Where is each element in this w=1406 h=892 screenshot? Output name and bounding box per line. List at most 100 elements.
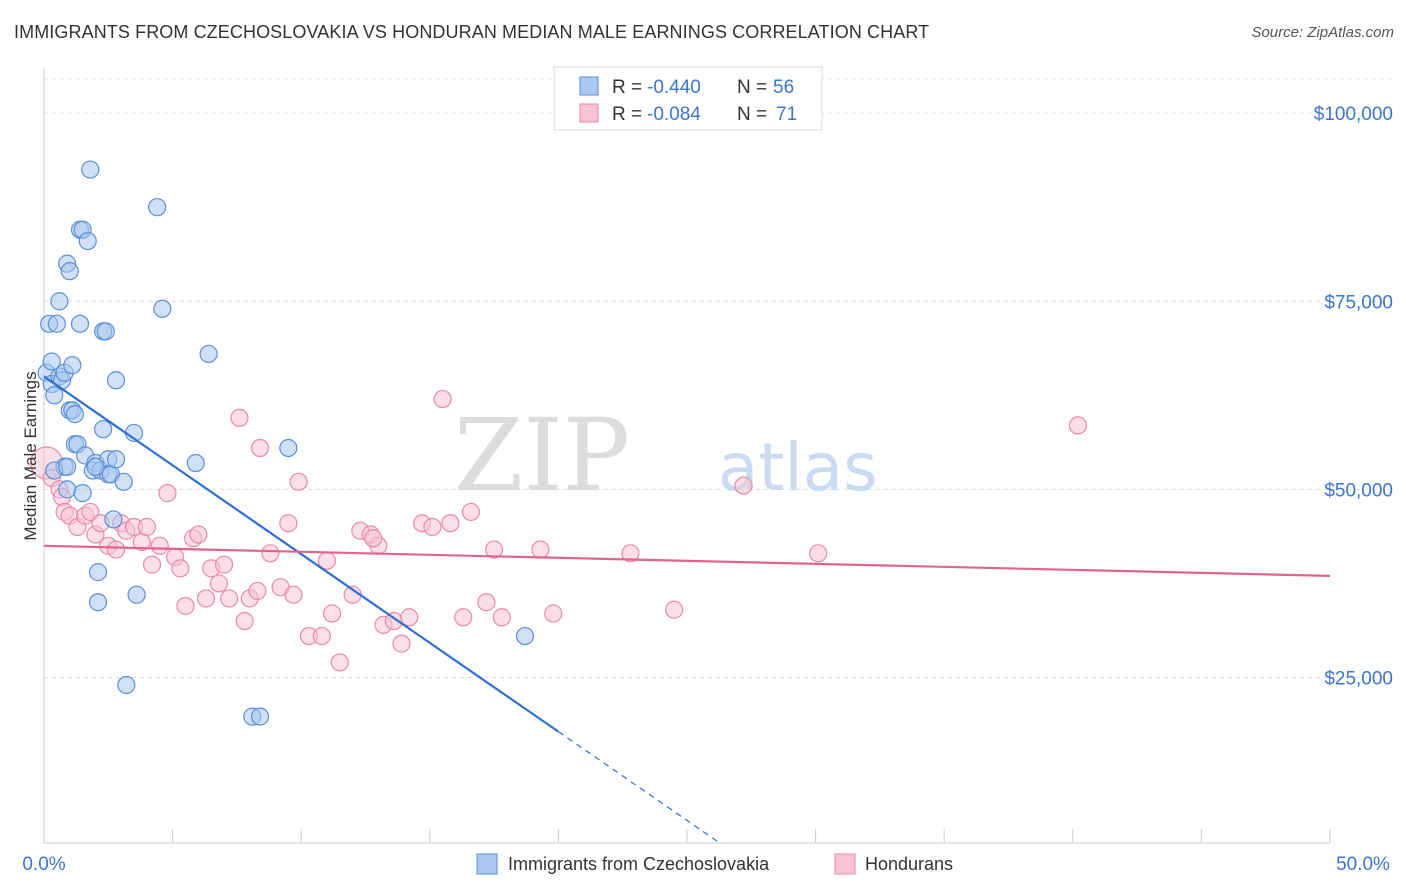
czechoslovakia-point bbox=[65, 405, 84, 424]
hondurans-point bbox=[809, 544, 828, 563]
hondurans-point bbox=[230, 408, 249, 427]
legend-r-label-pink: R = bbox=[612, 104, 642, 125]
czechoslovakia-trend-line bbox=[43, 375, 560, 733]
hondurans-point bbox=[250, 438, 270, 458]
hondurans-points bbox=[29, 389, 1088, 672]
hondurans-point bbox=[235, 611, 254, 631]
czechoslovakia-point bbox=[153, 299, 172, 318]
czechoslovakia-point bbox=[186, 453, 205, 473]
hondurans-point bbox=[312, 626, 331, 646]
legend-n-value-pink: 71 bbox=[776, 104, 797, 125]
hondurans-point bbox=[330, 653, 349, 672]
legend-r-value-pink: -0.084 bbox=[647, 104, 701, 125]
czechoslovakia-point bbox=[250, 707, 270, 726]
hondurans-point bbox=[423, 517, 442, 537]
hondurans-point bbox=[220, 589, 239, 608]
hondurans-point bbox=[196, 589, 216, 608]
hondurans-point bbox=[189, 525, 208, 544]
hondurans-point bbox=[621, 544, 640, 563]
hondurans-trend-line bbox=[43, 544, 1331, 577]
hondurans-point bbox=[544, 604, 563, 623]
watermark: ZIP atlas bbox=[454, 397, 878, 514]
czechoslovakia-point bbox=[96, 322, 115, 341]
hondurans-point bbox=[81, 502, 100, 522]
series-legend: Immigrants from Czechoslovakia Hondurans bbox=[476, 853, 953, 875]
czechoslovakia-trend-extension bbox=[558, 731, 721, 844]
czechoslovakia-point bbox=[106, 450, 126, 469]
y-tick-label: $50,000 bbox=[1324, 480, 1393, 501]
czechoslovakia-point bbox=[104, 510, 123, 529]
y-axis-label: Median Male Earnings bbox=[21, 371, 40, 540]
czechoslovakia-point bbox=[60, 262, 79, 281]
legend-swatch-pink bbox=[579, 103, 599, 123]
czechoslovakia-point bbox=[515, 626, 535, 646]
hondurans-point bbox=[284, 585, 303, 604]
czechoslovakia-point bbox=[88, 593, 108, 612]
bottom-legend-swatch-pink bbox=[834, 853, 856, 875]
correlation-legend: R = -0.440 N = 56 R = -0.084 N = 71 bbox=[553, 66, 823, 131]
czechoslovakia-point bbox=[45, 386, 64, 405]
hondurans-point bbox=[485, 540, 504, 559]
hondurans-point bbox=[364, 529, 383, 548]
hondurans-point bbox=[477, 593, 496, 612]
hondurans-point bbox=[261, 544, 280, 563]
hondurans-point bbox=[171, 559, 190, 578]
x-tick-label-min: 0.0% bbox=[22, 854, 65, 875]
legend-n-value-blue: 56 bbox=[773, 77, 794, 98]
czechoslovakia-point bbox=[73, 484, 92, 503]
y-tick-label: $25,000 bbox=[1324, 668, 1393, 689]
legend-r-label-blue: R = bbox=[612, 77, 642, 98]
czechoslovakia-point bbox=[117, 675, 136, 695]
czechoslovakia-point bbox=[279, 438, 298, 458]
hondurans-point bbox=[492, 608, 511, 627]
hondurans-point bbox=[392, 634, 411, 653]
bottom-legend-swatch-blue bbox=[476, 853, 498, 875]
chart-title: IMMIGRANTS FROM CZECHOSLOVAKIA VS HONDUR… bbox=[14, 22, 930, 42]
czechoslovakia-point bbox=[58, 457, 77, 476]
legend-r-value-blue: -0.440 bbox=[647, 77, 701, 98]
czechoslovakia-point bbox=[58, 480, 77, 499]
legend-n-label-blue: N = bbox=[737, 77, 767, 98]
y-tick-label: $100,000 bbox=[1314, 104, 1393, 125]
hondurans-point bbox=[734, 476, 753, 495]
czechoslovakia-points bbox=[37, 160, 535, 726]
czechoslovakia-point bbox=[81, 160, 100, 179]
hondurans-point bbox=[150, 536, 169, 555]
hondurans-point bbox=[322, 604, 342, 623]
bottom-legend-label-pink: Hondurans bbox=[865, 854, 953, 874]
czechoslovakia-point bbox=[86, 457, 105, 476]
czechoslovakia-point bbox=[148, 198, 167, 217]
chart-source: Source: ZipAtlas.com bbox=[1251, 24, 1394, 41]
hondurans-point bbox=[176, 596, 195, 616]
czechoslovakia-point bbox=[94, 420, 113, 439]
y-tick-label: $75,000 bbox=[1324, 292, 1393, 313]
x-tick-label-max: 50.0% bbox=[1336, 854, 1390, 875]
hondurans-point bbox=[279, 514, 298, 533]
watermark-zip: ZIP bbox=[454, 397, 630, 514]
hondurans-point bbox=[158, 484, 177, 503]
trend-lines bbox=[43, 375, 1331, 844]
legend-swatch-blue bbox=[579, 76, 599, 96]
hondurans-point bbox=[142, 555, 162, 574]
czechoslovakia-point bbox=[88, 563, 108, 582]
hondurans-point bbox=[248, 581, 267, 601]
czechoslovakia-point bbox=[50, 292, 69, 311]
hondurans-point bbox=[461, 502, 481, 522]
czechoslovakia-point bbox=[114, 472, 133, 491]
czechoslovakia-point bbox=[70, 314, 90, 333]
hondurans-point bbox=[454, 608, 473, 627]
bottom-legend-label-blue: Immigrants from Czechoslovakia bbox=[508, 854, 770, 874]
hondurans-point bbox=[1068, 416, 1088, 435]
legend-n-label-pink: N = bbox=[737, 104, 767, 125]
hondurans-point bbox=[665, 600, 684, 619]
hondurans-point bbox=[214, 555, 234, 574]
hondurans-point bbox=[106, 540, 126, 559]
czechoslovakia-point bbox=[78, 231, 97, 251]
hondurans-point bbox=[137, 517, 156, 537]
hondurans-point bbox=[531, 540, 550, 559]
hondurans-point bbox=[289, 472, 308, 491]
axis-layer bbox=[43, 68, 1331, 844]
hondurans-point bbox=[400, 608, 419, 627]
grid-layer bbox=[44, 78, 1392, 678]
czechoslovakia-point bbox=[47, 314, 66, 333]
